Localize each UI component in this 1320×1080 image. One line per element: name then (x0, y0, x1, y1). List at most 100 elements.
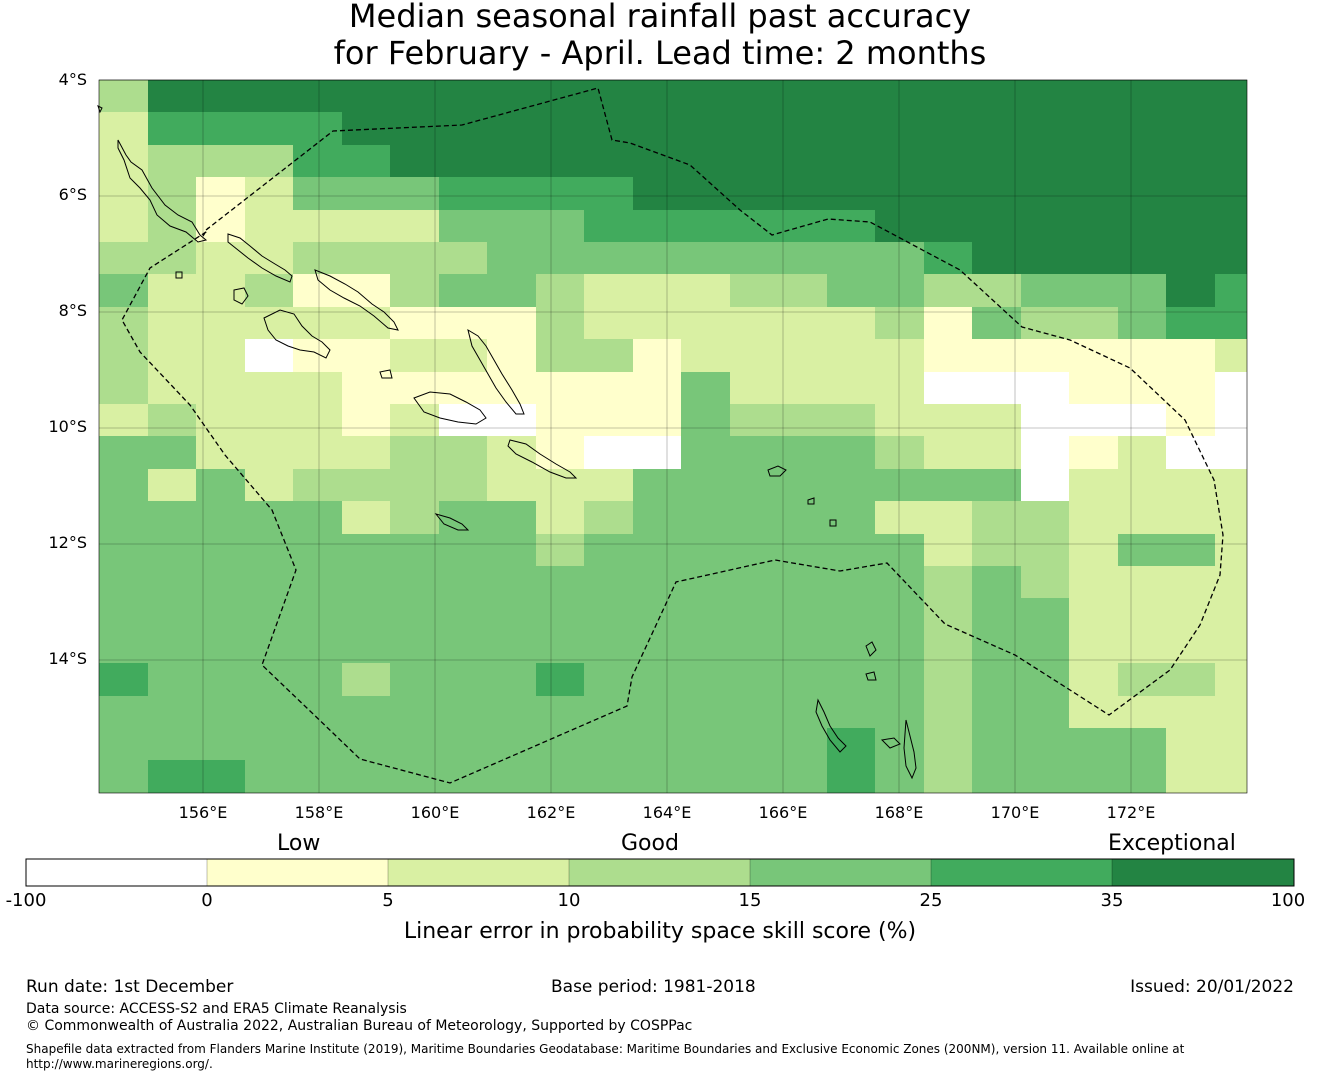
grid-cell (681, 728, 730, 760)
grid-cell (584, 728, 633, 760)
grid-cell (536, 566, 584, 598)
grid-cell (778, 566, 827, 598)
grid-cell (99, 728, 148, 760)
grid-cell (1215, 80, 1247, 112)
run-date: Run date: 1st December (26, 977, 234, 997)
grid-cell (536, 242, 584, 274)
grid-cell (1118, 696, 1166, 728)
grid-cell (342, 242, 390, 274)
grid-cell (293, 534, 342, 566)
grid-cell (681, 177, 730, 210)
grid-cell (439, 663, 487, 696)
grid-cell (1069, 274, 1118, 307)
grid-cell (1118, 177, 1166, 210)
grid-cell (439, 760, 487, 793)
lon-label-162e: 162°E (526, 803, 576, 822)
grid-cell (148, 631, 196, 663)
colorbar-tick: 35 (1100, 890, 1124, 911)
grid-cell (245, 274, 293, 307)
grid-cell (633, 663, 681, 696)
colorbar-tick: 5 (382, 890, 394, 911)
grid-cell (390, 631, 439, 663)
grid-cell (439, 696, 487, 728)
grid-cell (148, 210, 196, 242)
grid-cell (972, 728, 1021, 760)
grid-cell (245, 404, 293, 436)
grid-cell (439, 145, 487, 177)
grid-cell (827, 242, 875, 274)
grid-cell (245, 210, 293, 242)
grid-cell (439, 469, 487, 501)
grid-cell (293, 242, 342, 274)
grid-cell (827, 760, 875, 793)
coastline-malakula (903, 719, 917, 780)
grid-cell (778, 80, 827, 112)
coastline-nendo (767, 465, 787, 477)
grid-cell (1118, 145, 1166, 177)
grid-cell (293, 436, 342, 469)
grid-cell (1021, 760, 1069, 793)
grid-cell (924, 534, 972, 566)
eez-solomon-islands (121, 87, 1224, 784)
grid-cell (1069, 566, 1118, 598)
grid-cell (924, 566, 972, 598)
grid-cell (827, 274, 875, 307)
grid-cell (1166, 534, 1215, 566)
grid-cell (730, 242, 778, 274)
grid-cell (1118, 274, 1166, 307)
grid-cell (536, 80, 584, 112)
coastlines (97, 105, 917, 780)
grid-cell (633, 210, 681, 242)
grid-cell (342, 274, 390, 307)
grid-cell (1021, 696, 1069, 728)
grid-cell (730, 566, 778, 598)
grid-cell (924, 469, 972, 501)
grid-cell (827, 404, 875, 436)
grid-cell (196, 598, 245, 631)
grid-cell (827, 80, 875, 112)
grid-cell (390, 696, 439, 728)
grid-cell (342, 696, 390, 728)
grid-cell (487, 145, 536, 177)
grid-cell (148, 760, 196, 793)
grid-cell (196, 534, 245, 566)
grid-cell (245, 339, 293, 372)
grid-cell (148, 372, 196, 404)
grid-cell (342, 436, 390, 469)
grid-cell (196, 436, 245, 469)
grid-cell (972, 177, 1021, 210)
grid-cell (972, 760, 1021, 793)
grid-cell (487, 760, 536, 793)
grid-cell (99, 242, 148, 274)
grid-cell (924, 372, 972, 404)
grid-cell (1069, 631, 1118, 663)
grid-cell (1021, 566, 1069, 598)
grid-cell (342, 501, 390, 534)
grid-cell (584, 566, 633, 598)
grid-cell (99, 760, 148, 793)
grid-cell (342, 80, 390, 112)
grid-cell (148, 663, 196, 696)
grid-cell (439, 372, 487, 404)
grid-cell (293, 501, 342, 534)
grid-cell (875, 631, 924, 663)
grid-cell (196, 760, 245, 793)
grid-cell (99, 339, 148, 372)
grid-cell (536, 631, 584, 663)
coastline-espiritu-santo (815, 698, 847, 753)
grid-cell (293, 80, 342, 112)
grid-cell (1215, 274, 1247, 307)
grid-cell (1166, 80, 1215, 112)
grid-cell (1166, 598, 1215, 631)
grid-cell (681, 436, 730, 469)
colorbar-category-low: Low (277, 831, 321, 856)
grid-cell (536, 112, 584, 145)
grid-cell (245, 534, 293, 566)
grid-cell (1166, 274, 1215, 307)
grid-cell (827, 436, 875, 469)
grid-cell (439, 404, 487, 436)
grid-cell (245, 372, 293, 404)
grid-cell (196, 112, 245, 145)
grid-cell (1118, 112, 1166, 145)
grid-cell (1215, 469, 1247, 501)
